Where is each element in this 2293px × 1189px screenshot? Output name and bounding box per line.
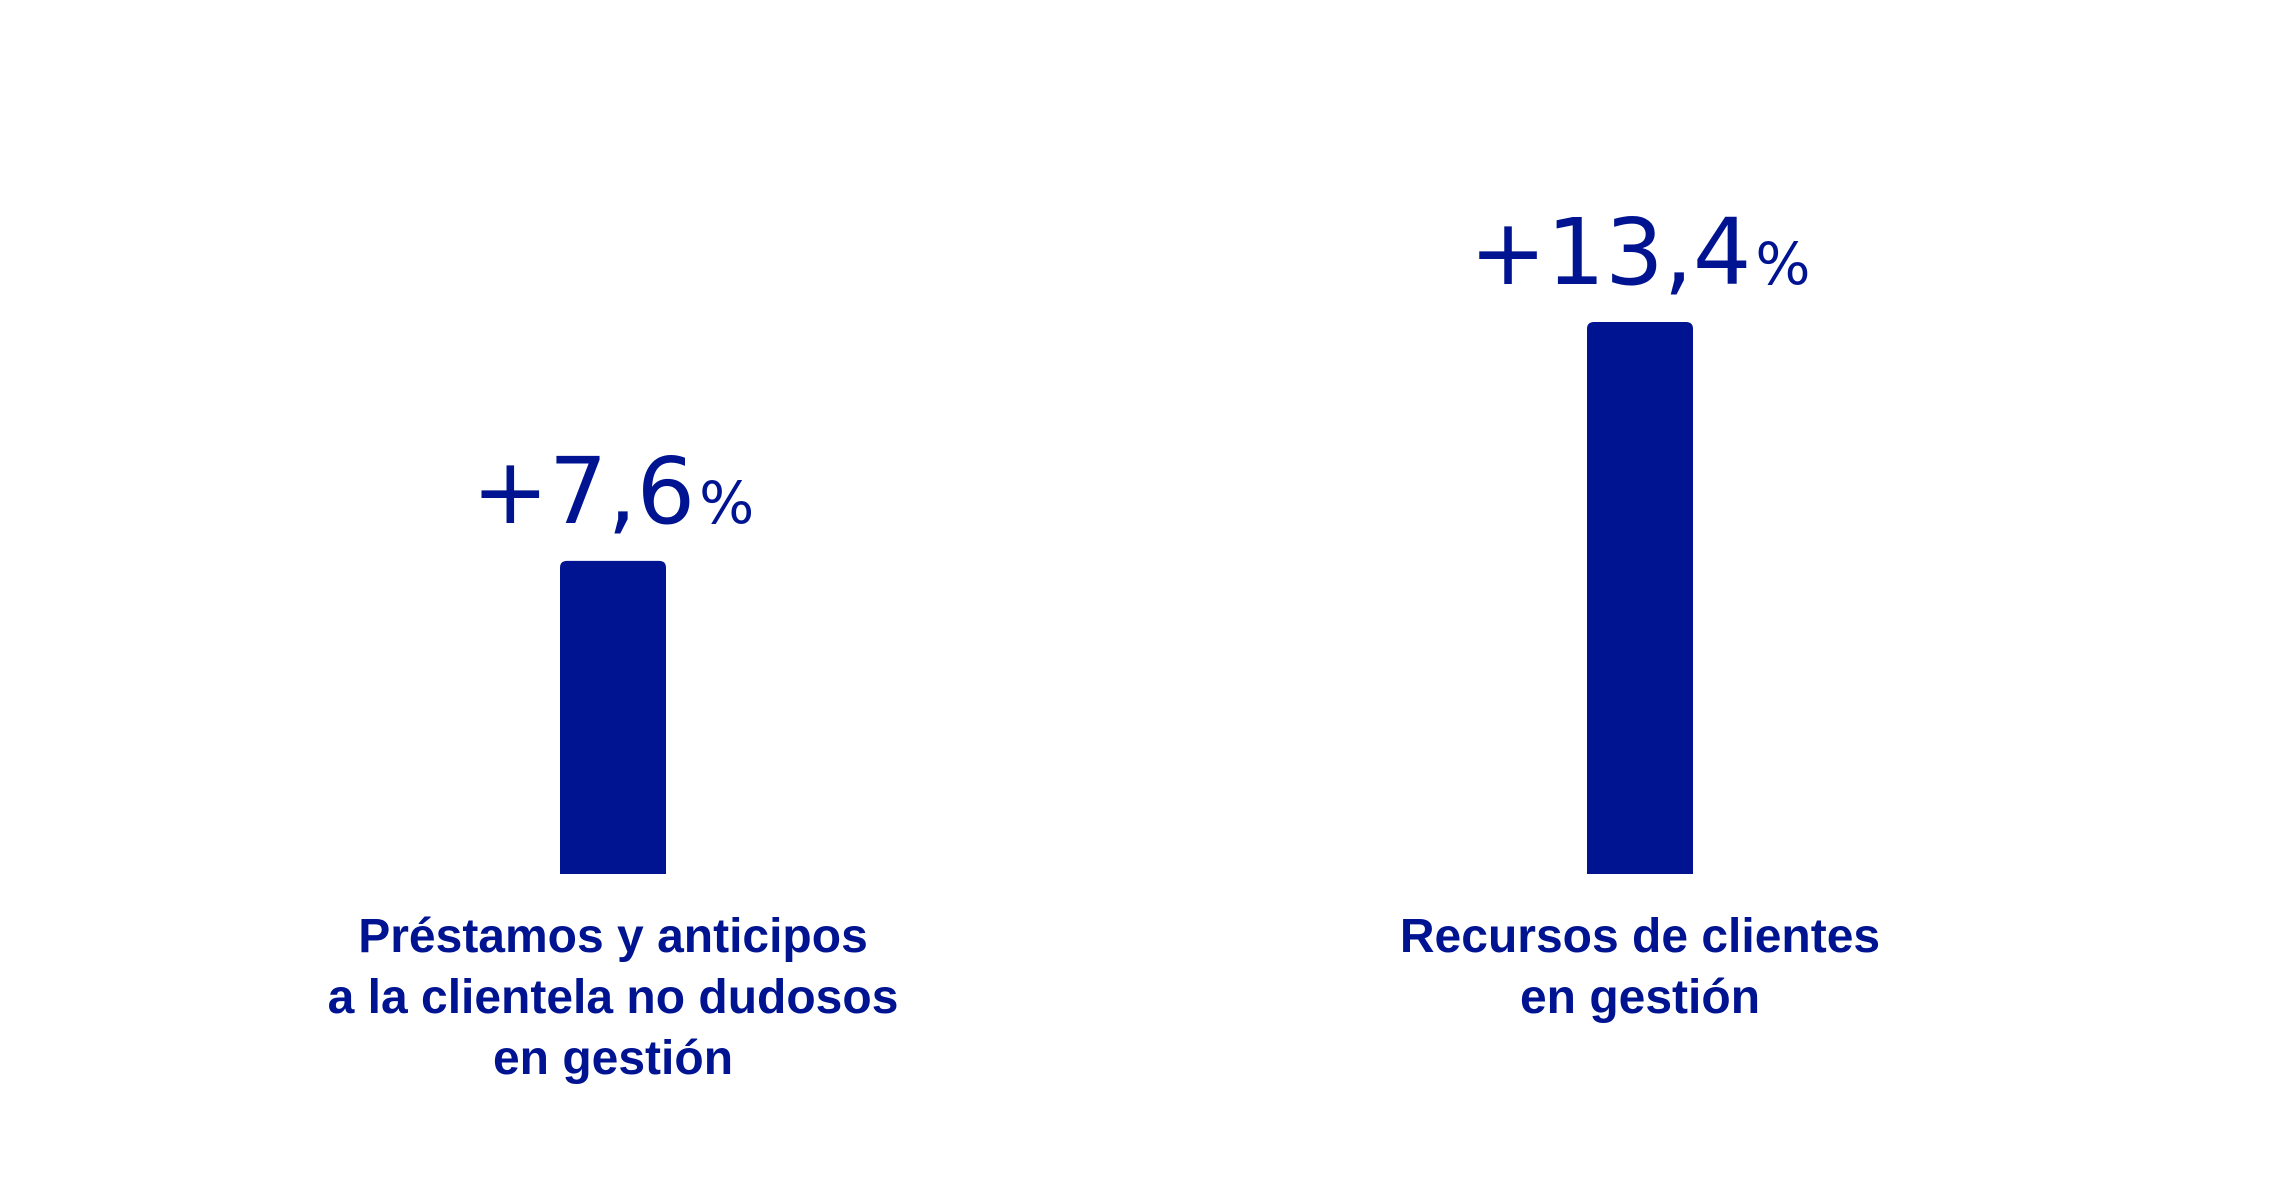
category-label-1-line-1: en gestión: [1520, 971, 1760, 1024]
category-label-0: Préstamos y anticipos a la clientela no d…: [328, 910, 899, 1085]
bar-0: [560, 560, 666, 874]
value-number-0: +7,6: [472, 438, 695, 545]
category-label-0-line-2: en gestión: [493, 1032, 733, 1085]
value-label-1: +13,4%: [1469, 199, 1810, 306]
category-label-0-line-0: Préstamos y anticipos: [358, 910, 868, 963]
value-number-1: +13,4: [1469, 199, 1751, 306]
value-unit-1: %: [1755, 230, 1810, 298]
category-label-1-line-0: Recursos de clientes: [1400, 910, 1880, 963]
bar-1: [1587, 322, 1693, 874]
category-label-1: Recursos de clientes en gestión: [1400, 910, 1880, 1024]
value-unit-0: %: [699, 469, 754, 537]
value-label-0: +7,6%: [472, 438, 755, 545]
category-label-0-line-1: a la clientela no dudosos: [328, 971, 899, 1024]
